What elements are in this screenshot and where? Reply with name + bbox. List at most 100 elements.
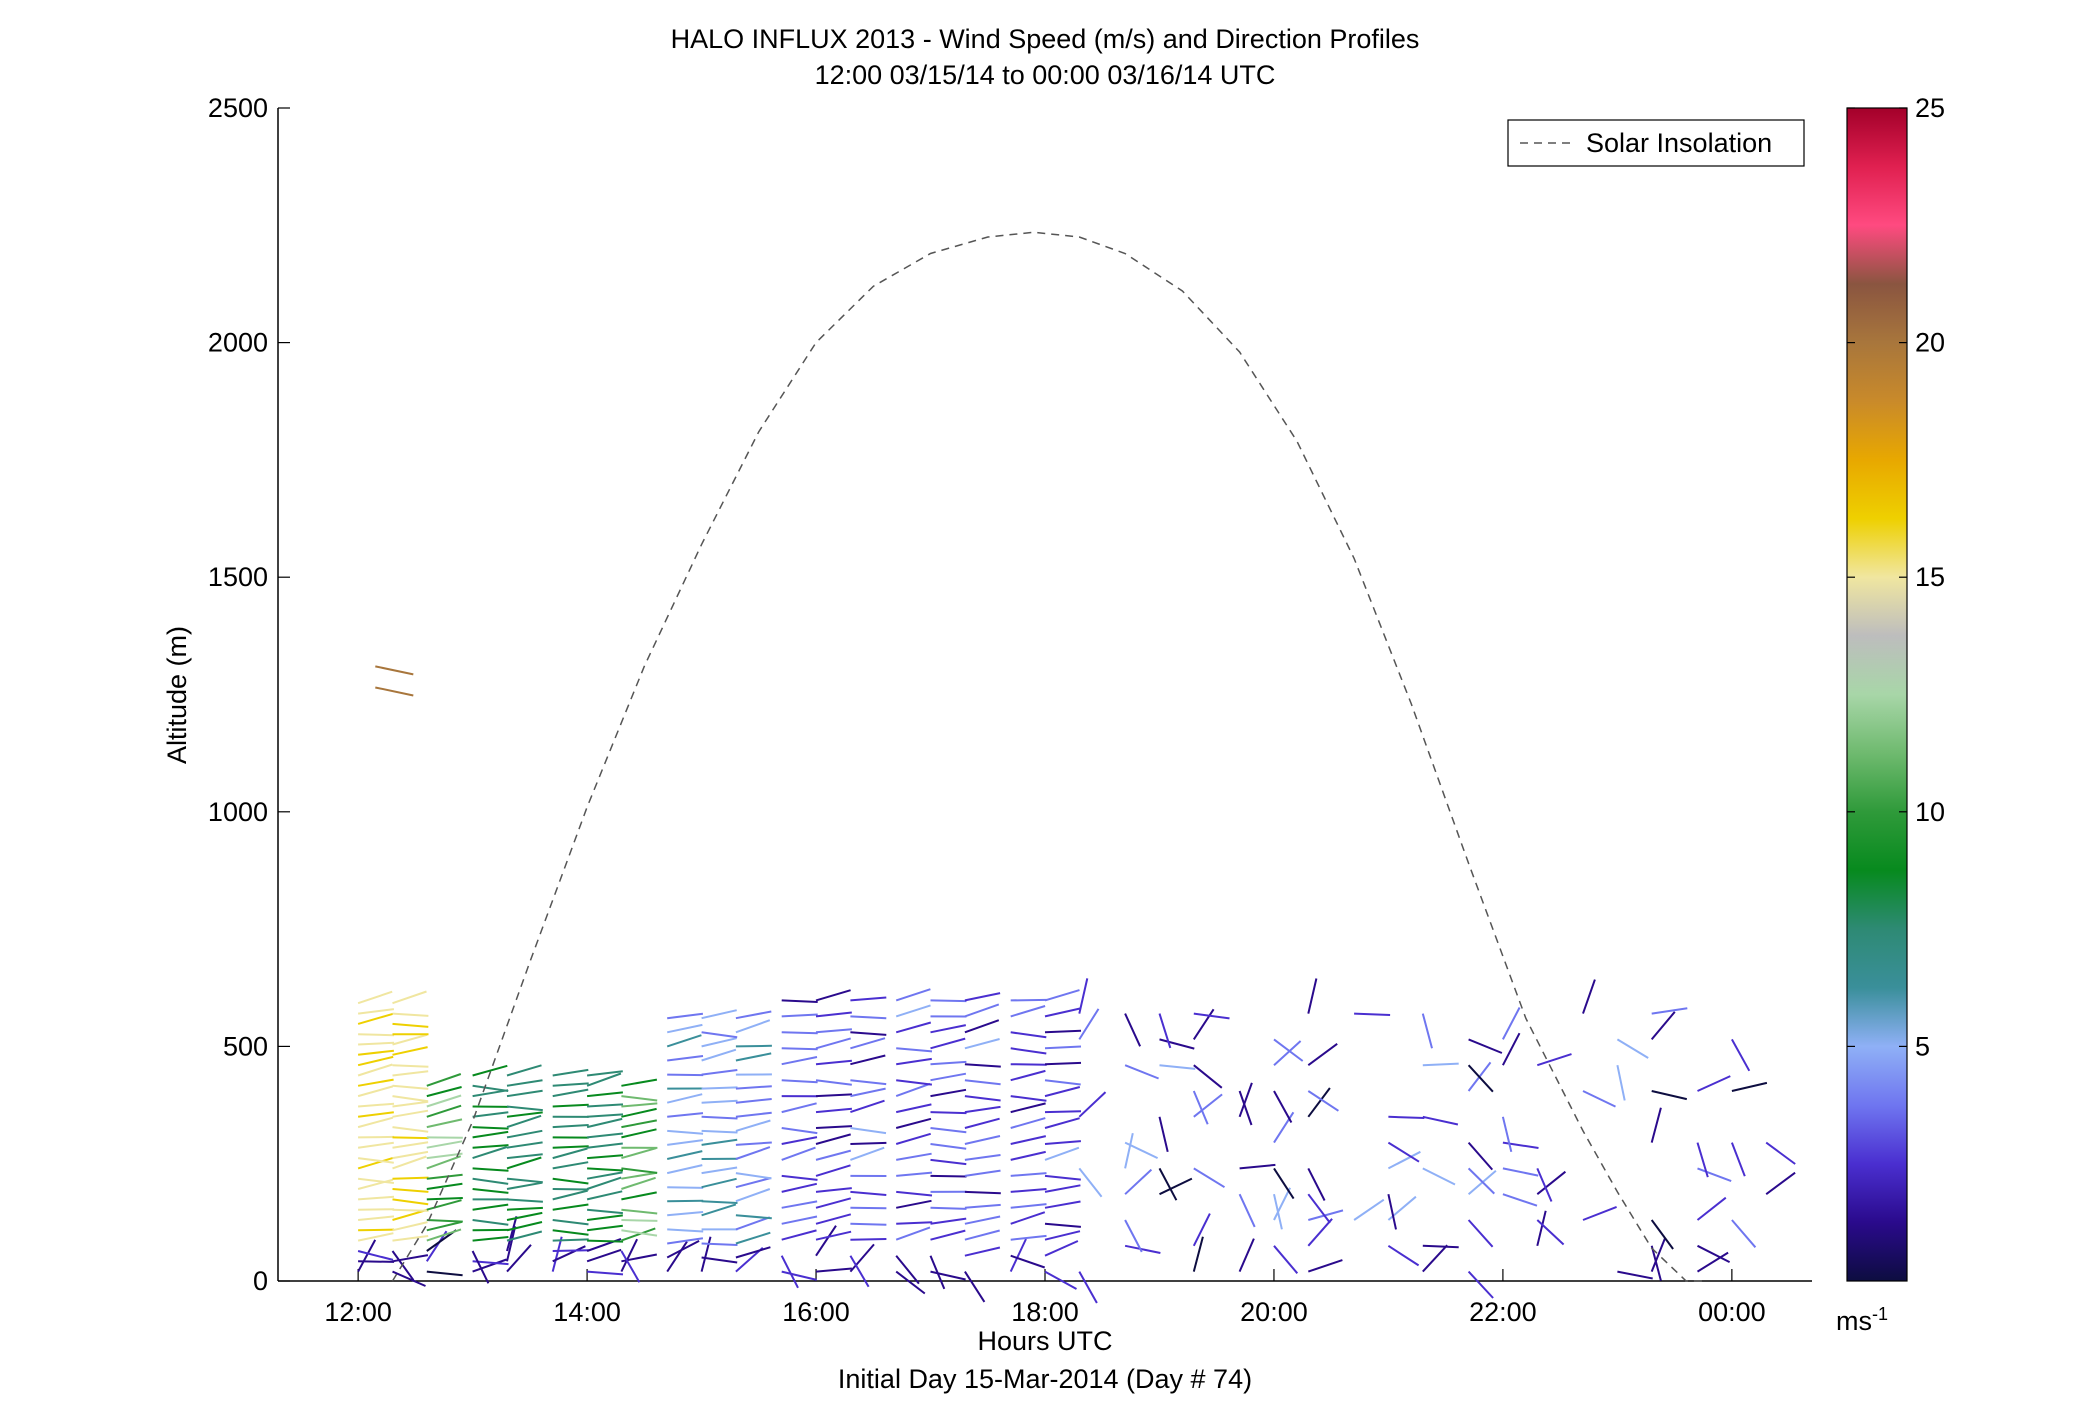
- wind-barb: [1238, 1082, 1253, 1118]
- wind-barb: [552, 1229, 589, 1236]
- wind-barb: [1273, 1038, 1304, 1062]
- wind-barb: [735, 1146, 771, 1160]
- x-axis-sublabel: Initial Day 15-Mar-2014 (Day # 74): [838, 1364, 1252, 1394]
- wind-barb: [506, 1153, 543, 1160]
- wind-barb: [1582, 1090, 1616, 1108]
- wind-barb: [506, 1216, 518, 1252]
- wind-barb: [426, 1228, 462, 1242]
- wind-barb: [1044, 1140, 1081, 1145]
- wind-barb: [472, 1130, 509, 1139]
- wind-barb: [1010, 1150, 1046, 1161]
- wind-barb: [1010, 1135, 1047, 1145]
- wind-barb: [1010, 1069, 1046, 1082]
- wind-barb: [506, 1114, 542, 1129]
- wind-barb: [896, 1152, 932, 1161]
- wind-barb: [375, 665, 414, 676]
- wind-barb: [1010, 998, 1047, 1002]
- colorbar-tick-label: 10: [1915, 797, 1945, 827]
- y-tick-label: 1500: [208, 562, 268, 592]
- wind-barb: [472, 1089, 509, 1098]
- wind-barb: [392, 1064, 429, 1068]
- wind-barb: [1422, 1167, 1456, 1186]
- wind-barb: [620, 1250, 641, 1283]
- wind-barb: [781, 1127, 818, 1135]
- wind-barb: [815, 1059, 852, 1066]
- wind-barb: [392, 1188, 429, 1193]
- wind-barb: [896, 1047, 933, 1053]
- x-axis-label: Hours UTC: [977, 1326, 1112, 1356]
- wind-barb: [621, 1176, 656, 1190]
- wind-barb: [1078, 1167, 1103, 1198]
- wind-barb: [1582, 1205, 1617, 1221]
- wind-barb: [586, 1214, 623, 1221]
- wind-barb: [701, 1203, 737, 1217]
- wind-barb: [1124, 1168, 1153, 1195]
- wind-barb: [392, 1046, 428, 1056]
- wind-barb: [964, 1135, 1001, 1145]
- wind-barb: [552, 1147, 588, 1160]
- wind-barb: [472, 1146, 508, 1160]
- wind-barb: [1421, 1013, 1433, 1049]
- wind-barb: [896, 1171, 933, 1177]
- wind-barb: [964, 1117, 1000, 1129]
- wind-barb: [426, 1073, 462, 1087]
- wind-barb: [895, 1117, 932, 1129]
- wind-barb: [392, 1109, 429, 1118]
- wind-barb: [1273, 1090, 1293, 1123]
- wind-barb: [1502, 1032, 1521, 1066]
- wind-barb: [781, 1102, 817, 1114]
- wind-barb: [392, 1126, 429, 1133]
- wind-barb: [506, 1129, 543, 1139]
- wind-barb: [586, 1117, 623, 1129]
- wind-barb: [735, 1141, 772, 1146]
- colorbar-ticks: 5 10 15 20 25: [1847, 93, 1945, 1061]
- wind-barb: [896, 1057, 932, 1066]
- wind-barb: [964, 1190, 1001, 1195]
- wind-barb: [701, 1099, 738, 1104]
- wind-barb: [586, 1176, 622, 1190]
- wind-barb: [426, 1152, 463, 1160]
- wind-barb: [1307, 1193, 1331, 1224]
- wind-barb: [1536, 1219, 1565, 1246]
- wind-barb: [621, 1219, 658, 1222]
- wind-barb: [815, 1230, 852, 1241]
- wind-barb: [666, 1164, 703, 1175]
- wind-barb: [621, 1102, 658, 1108]
- wind-barb: [1422, 1244, 1459, 1249]
- wind-barb: [472, 1258, 507, 1273]
- wind-barb: [850, 1146, 885, 1161]
- wind-barb: [392, 1095, 429, 1103]
- wind-barb: [587, 1239, 624, 1243]
- wind-barb: [1422, 1115, 1459, 1126]
- wind-barb: [701, 1086, 738, 1090]
- wind-barb: [1273, 1111, 1295, 1144]
- wind-barb: [1467, 1141, 1494, 1171]
- wind-barb: [587, 1167, 624, 1172]
- wind-barb: [506, 1226, 517, 1262]
- wind-barb: [357, 1012, 393, 1025]
- wind-barb: [506, 1064, 542, 1077]
- wind-barb: [392, 1084, 429, 1090]
- wind-barb: [850, 1238, 887, 1241]
- wind-barb: [392, 1070, 429, 1077]
- wind-barb: [1192, 1236, 1204, 1272]
- wind-barb: [1192, 1213, 1211, 1247]
- wind-barb: [1044, 1086, 1081, 1098]
- wind-barb: [1467, 1064, 1494, 1093]
- wind-barb: [735, 1098, 772, 1104]
- wind-barb: [1010, 1117, 1046, 1129]
- wind-barb: [895, 1132, 931, 1145]
- x-tick-label: 00:00: [1698, 1297, 1766, 1327]
- wind-barb: [472, 1219, 509, 1226]
- colorbar: 5 10 15 20 25 ms-1: [1836, 93, 1945, 1336]
- wind-barb: [815, 1107, 852, 1114]
- wind-barb: [357, 1111, 394, 1118]
- wind-barb: [701, 1200, 738, 1204]
- wind-barb: [586, 1190, 623, 1201]
- wind-barb: [586, 1171, 623, 1180]
- y-axis-ticks: 0 500 1000 1500 2000 2500: [208, 93, 290, 1296]
- wind-barb: [850, 1037, 886, 1050]
- wind-barb: [1502, 1007, 1521, 1040]
- wind-barb: [1536, 1053, 1572, 1067]
- wind-barb: [1616, 1038, 1649, 1059]
